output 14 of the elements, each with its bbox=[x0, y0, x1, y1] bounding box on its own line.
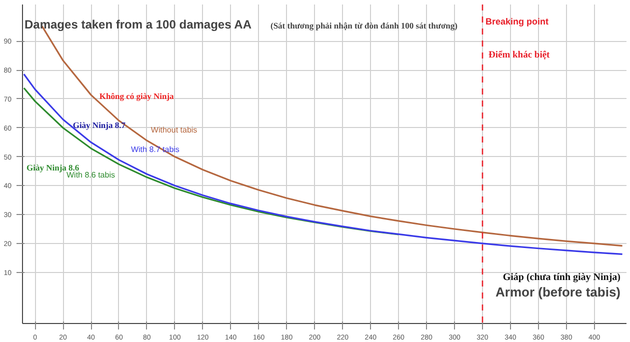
annotation: Giáp (chưa tính giày Ninja) bbox=[502, 272, 621, 283]
ref-line-label: Breaking point bbox=[485, 16, 549, 26]
series-label: With 8.6 tabis bbox=[66, 170, 115, 180]
series-label: With 8.7 tabis bbox=[130, 144, 180, 154]
line-series bbox=[23, 87, 400, 236]
annotation: Không có giày Ninja bbox=[99, 91, 175, 102]
annotation: Giày Ninja 8.7 bbox=[72, 120, 126, 130]
x-axis-title: Armor (before tabis) bbox=[496, 284, 621, 300]
line-series bbox=[23, 73, 624, 255]
annotation: Điểm khác biệt bbox=[488, 50, 551, 60]
text: Damages taken from a 100 damages AA bbox=[24, 18, 252, 32]
annotation: Giày Ninja 8.6 bbox=[26, 162, 80, 172]
series-label: Without tabis bbox=[150, 126, 198, 135]
text: (Sát thương phải nhận từ đòn đánh 100 sát thương) bbox=[270, 20, 458, 30]
